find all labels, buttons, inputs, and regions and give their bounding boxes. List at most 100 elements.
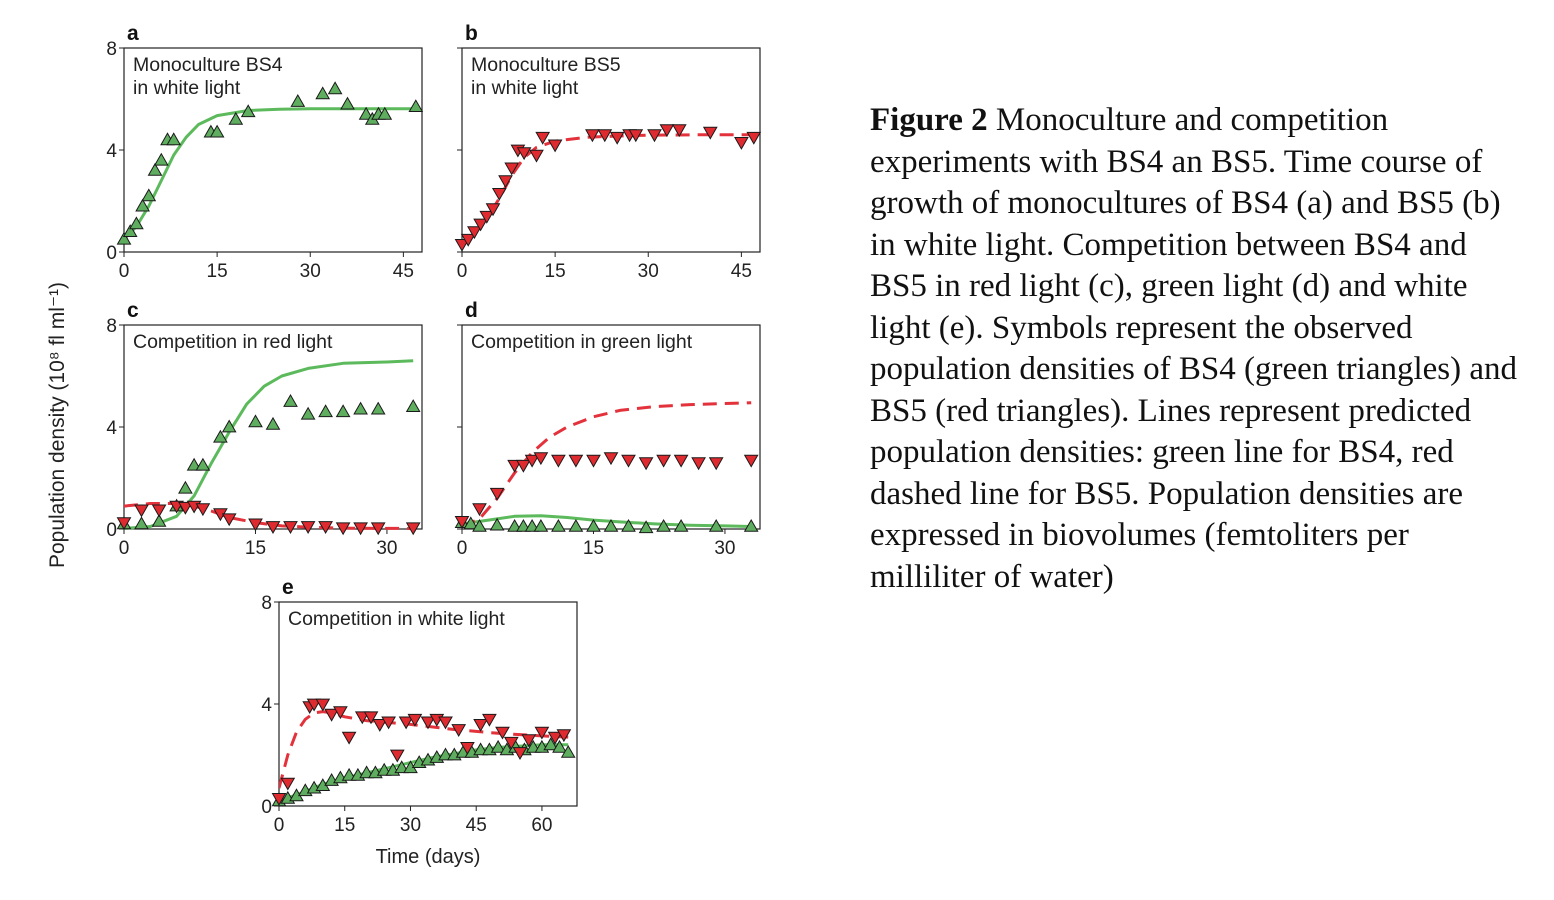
data-point-bs5 (533, 452, 549, 466)
data-point-bs5 (221, 513, 237, 527)
y-tick-label: 0 (106, 520, 117, 541)
figure-panels: Population density (10⁸ fl ml⁻¹) a 0 4 8 0 15… (46, 22, 762, 868)
data-point-bs5 (454, 516, 470, 529)
data-point-bs4 (116, 231, 132, 245)
data-point-bs4 (507, 518, 522, 532)
data-point-bs5 (324, 708, 339, 722)
x-tick-label: 15 (583, 538, 604, 559)
data-point-bs5 (405, 522, 421, 536)
x-tick-label: 45 (466, 815, 487, 836)
data-point-bs5 (271, 793, 287, 806)
data-point-bs4 (153, 152, 169, 166)
data-point-bs5 (516, 459, 531, 473)
y-tick-label: 4 (106, 418, 117, 439)
y-tick-label: 4 (106, 141, 117, 162)
data-point-bs5 (507, 459, 522, 473)
data-point-bs5 (556, 729, 572, 743)
data-point-bs4 (300, 406, 316, 420)
data-point-bs4 (134, 516, 149, 530)
data-point-bs5 (479, 210, 495, 224)
data-point-bs5 (491, 188, 507, 201)
data-point-bs5 (467, 226, 482, 240)
panel-e: e 0 4 8 0 15 30 45 60 Time (days) Competition in w… (261, 576, 578, 868)
data-point-bs5 (512, 747, 528, 761)
prediction-line-bs4 (462, 514, 752, 528)
panel-d: d 0 15 30 Competition in green light (454, 299, 761, 559)
plot-frame (461, 324, 761, 530)
y-tick-label: 4 (261, 695, 272, 716)
data-point-bs5 (389, 749, 405, 763)
data-point-bs4 (166, 132, 182, 146)
data-point-bs4 (178, 480, 193, 494)
data-point-bs4 (638, 520, 654, 534)
data-point-bs4 (186, 457, 202, 471)
data-point-bs4 (228, 111, 244, 125)
data-point-bs5 (134, 504, 149, 518)
prediction-line-bs5 (462, 401, 752, 528)
data-point-bs4 (560, 744, 576, 758)
data-point-bs4 (340, 96, 355, 110)
x-tick-label: 0 (274, 815, 285, 836)
data-point-bs5 (370, 522, 386, 536)
data-point-bs4 (248, 414, 263, 428)
data-point-bs4 (147, 162, 163, 176)
x-tick-label: 15 (545, 261, 566, 282)
data-point-bs5 (708, 457, 724, 471)
data-point-bs4 (335, 404, 351, 418)
data-point-bs5 (691, 457, 706, 471)
data-point-bs5 (659, 124, 675, 138)
panel-annotation: Monoculture BS5 (471, 54, 621, 76)
data-point-bs4 (213, 429, 228, 443)
data-point-bs5 (551, 454, 566, 468)
data-point-bs5 (628, 129, 644, 143)
data-point-bs5 (585, 129, 600, 143)
data-point-bs5 (734, 137, 749, 150)
data-point-bs4 (489, 517, 505, 531)
data-point-bs5 (381, 716, 396, 730)
figure-caption: Figure 2 Monoculture and competition exp… (870, 100, 1530, 598)
data-point-bs5 (746, 131, 762, 145)
data-point-bs4 (533, 518, 549, 532)
data-point-bs4 (290, 93, 306, 107)
data-point-bs5 (482, 713, 497, 727)
data-point-bs5 (318, 521, 333, 535)
prediction-line-bs4 (124, 107, 416, 241)
data-point-bs4 (394, 760, 410, 774)
data-point-bs4 (129, 216, 144, 230)
data-point-bs4 (743, 518, 759, 532)
data-point-bs5 (283, 521, 298, 535)
data-point-bs5 (647, 129, 662, 143)
panel-annotation: Monoculture BS4 (133, 54, 283, 76)
panel-label: b (465, 22, 478, 45)
y-tick-label: 0 (106, 243, 117, 264)
data-point-bs4 (551, 518, 566, 532)
data-point-bs5 (353, 522, 368, 536)
data-point-bs5 (535, 131, 551, 145)
data-point-bs5 (151, 504, 167, 518)
data-point-bs5 (521, 734, 537, 748)
data-point-bs5 (702, 126, 718, 140)
data-point-bs5 (597, 129, 613, 143)
y-tick-label: 8 (261, 593, 272, 614)
data-point-bs4 (195, 457, 211, 471)
x-tick-label: 15 (334, 815, 355, 836)
x-tick-label: 30 (400, 815, 421, 836)
data-point-bs4 (135, 198, 150, 212)
x-tick-label: 30 (638, 261, 659, 282)
data-point-bs4 (543, 737, 559, 751)
panel-label: e (282, 576, 294, 599)
data-point-bs4 (122, 224, 138, 237)
data-point-bs4 (265, 416, 281, 430)
y-tick-label: 8 (106, 39, 117, 60)
data-point-bs5 (656, 454, 671, 468)
data-point-bs4 (370, 401, 386, 415)
data-point-bs5 (248, 518, 263, 532)
data-point-bs5 (472, 503, 487, 517)
data-point-bs5 (451, 724, 467, 738)
data-point-bs5 (195, 503, 211, 517)
data-point-bs5 (398, 716, 414, 730)
data-point-bs4 (463, 516, 479, 530)
data-point-bs4 (358, 106, 374, 120)
data-point-bs5 (333, 706, 348, 720)
data-point-bs5 (547, 139, 563, 153)
